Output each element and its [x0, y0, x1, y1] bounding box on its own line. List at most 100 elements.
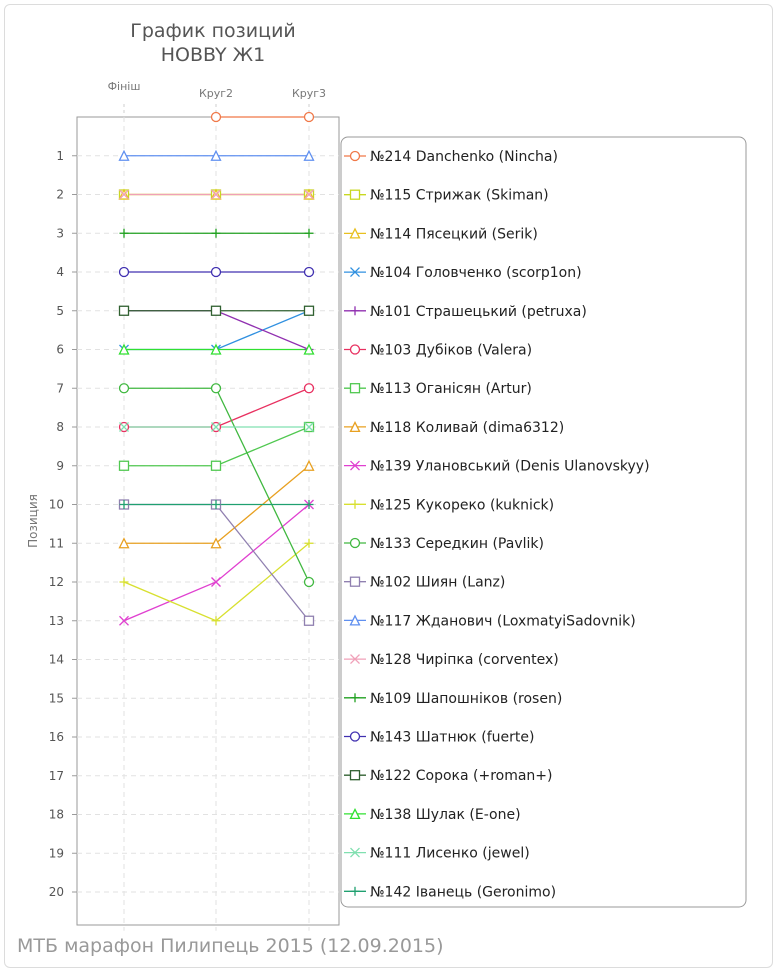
legend-label: №101 Страшецький (petruxa) — [370, 304, 587, 320]
legend-marker-icon — [349, 770, 361, 781]
legend-item[interactable]: №102 Шиян (Lanz) — [344, 575, 505, 591]
legend-marker-icon — [350, 847, 360, 858]
y-tick-label: 10 — [49, 498, 64, 512]
data-point-marker — [303, 383, 315, 394]
y-tick-label: 3 — [56, 226, 64, 240]
y-tick-label: 17 — [49, 769, 64, 783]
legend-label: №114 Пясецкий (Serik) — [370, 226, 538, 242]
legend-item[interactable]: №113 Оганісян (Artur) — [344, 381, 532, 397]
data-point-marker — [119, 189, 129, 200]
legend-item[interactable]: №128 Чиріпка (corventex) — [344, 652, 559, 668]
legend-label: №104 Головченко (scorp1on) — [370, 265, 582, 281]
legend-marker-icon — [350, 654, 360, 665]
legend-item[interactable]: №117 Жданович (LoxmatyiSadovnik) — [344, 613, 636, 629]
data-point-marker — [303, 615, 315, 626]
data-point-marker — [304, 228, 314, 238]
data-point-marker — [119, 577, 129, 587]
data-point-marker — [211, 616, 221, 626]
chart-title-line1: График позиций — [130, 20, 296, 42]
data-point-marker — [303, 266, 315, 278]
legend-label: №111 Лисенко (jewel) — [370, 846, 530, 862]
data-point-marker — [119, 500, 129, 509]
data-point-marker — [304, 422, 314, 432]
y-tick-label: 4 — [56, 265, 64, 279]
legend-item[interactable]: №109 Шапошніков (rosen) — [344, 691, 562, 707]
legend-marker-icon — [350, 693, 360, 703]
y-tick-label: 20 — [49, 885, 64, 899]
y-tick-label: 12 — [49, 575, 64, 589]
data-point-marker — [118, 383, 130, 394]
legend-label: №113 Оганісян (Artur) — [370, 381, 532, 397]
data-point-marker — [211, 228, 221, 238]
legend-item[interactable]: №142 Іванець (Geronimo) — [344, 884, 556, 900]
legend-marker-icon — [350, 267, 360, 278]
y-tick-label: 15 — [49, 691, 64, 705]
legend-item[interactable]: №143 Шатнюк (fuerte) — [344, 730, 534, 746]
data-point-marker — [303, 149, 315, 161]
legend-box — [340, 136, 747, 908]
legend-label: №133 Середкин (Pavlik) — [370, 536, 544, 552]
legend-marker-icon — [350, 886, 360, 896]
y-tick-label: 18 — [49, 808, 64, 822]
legend-item[interactable]: №138 Шулак (E-one) — [344, 807, 521, 823]
data-point-marker — [119, 422, 129, 432]
legend-marker-icon — [350, 460, 360, 471]
legend-label: №109 Шапошніков (rosen) — [370, 691, 562, 707]
legend-item[interactable]: №118 Коливай (dima6312) — [344, 420, 564, 436]
legend-label: №139 Улановський (Denis Ulanovskyy) — [370, 459, 650, 475]
data-point-marker — [303, 343, 315, 355]
y-tick-label: 8 — [56, 420, 64, 434]
y-tick-label: 6 — [56, 343, 64, 357]
legend-label: №138 Шулак (E-one) — [370, 807, 521, 823]
legend-marker-icon — [349, 227, 361, 239]
legend-label: №118 Коливай (dima6312) — [370, 420, 564, 436]
y-axis-label: Позиция — [26, 494, 40, 548]
legend-item[interactable]: №111 Лисенко (jewel) — [344, 846, 530, 862]
legend-item[interactable]: №103 Дубіков (Valera) — [344, 343, 532, 359]
y-tick-label: 11 — [49, 536, 64, 550]
legend-item[interactable]: №122 Сорока (+roman+) — [344, 768, 553, 784]
legend-marker-icon — [349, 420, 361, 433]
legend-label: №117 Жданович (LoxmatyiSadovnik) — [370, 613, 636, 629]
data-point-marker — [210, 460, 222, 471]
legend-marker-icon — [350, 499, 360, 509]
legend-label: №103 Дубіков (Valera) — [370, 343, 532, 359]
legend-marker-icon — [349, 537, 361, 549]
legend-marker-icon — [349, 383, 361, 394]
data-point-marker — [119, 228, 129, 238]
legend-item[interactable]: №139 Улановський (Denis Ulanovskyy) — [344, 459, 650, 475]
legend-label: №115 Стрижак (Skiman) — [370, 188, 549, 204]
data-point-marker — [303, 305, 315, 316]
series-markers — [118, 111, 315, 626]
legend-label: №143 Шатнюк (fuerte) — [370, 730, 534, 746]
data-point-marker — [304, 538, 314, 548]
data-point-marker — [210, 111, 222, 123]
legend-marker-icon — [350, 306, 360, 316]
legend-marker-icon — [349, 189, 361, 200]
data-point-marker — [210, 383, 222, 394]
legend-item[interactable]: №115 Стрижак (Skiman) — [344, 188, 549, 204]
data-point-marker — [303, 111, 315, 123]
legend-item[interactable]: №114 Пясецкий (Serik) — [344, 226, 538, 242]
y-tick-label: 9 — [56, 459, 64, 473]
legend-item[interactable]: №101 Страшецький (petruxa) — [344, 304, 587, 320]
data-point-marker — [118, 343, 130, 355]
legend-label: №214 Danchenko (Nincha) — [370, 149, 558, 165]
legend-item[interactable]: №125 Кукореко (kuknick) — [344, 497, 554, 513]
legend: №214 Danchenko (Nincha) №115 Стрижак (Ski… — [344, 149, 650, 900]
data-point-marker — [118, 305, 130, 316]
data-point-marker — [211, 500, 221, 509]
chart-title-line2: HOBBY Ж1 — [161, 44, 265, 66]
x-category-labels: Фініш Круг2 Круг3 — [108, 80, 326, 100]
data-point-marker — [210, 149, 222, 161]
legend-label: №102 Шиян (Lanz) — [370, 575, 505, 591]
y-tick-label: 19 — [49, 846, 64, 860]
legend-item[interactable]: №133 Середкин (Pavlik) — [344, 536, 544, 552]
legend-item[interactable]: №104 Головченко (scorp1on) — [344, 265, 582, 281]
y-tick-label: 14 — [49, 653, 64, 667]
legend-label: №122 Сорока (+roman+) — [370, 768, 553, 784]
legend-item[interactable]: №214 Danchenko (Nincha) — [344, 149, 558, 165]
data-point-marker — [211, 577, 221, 587]
